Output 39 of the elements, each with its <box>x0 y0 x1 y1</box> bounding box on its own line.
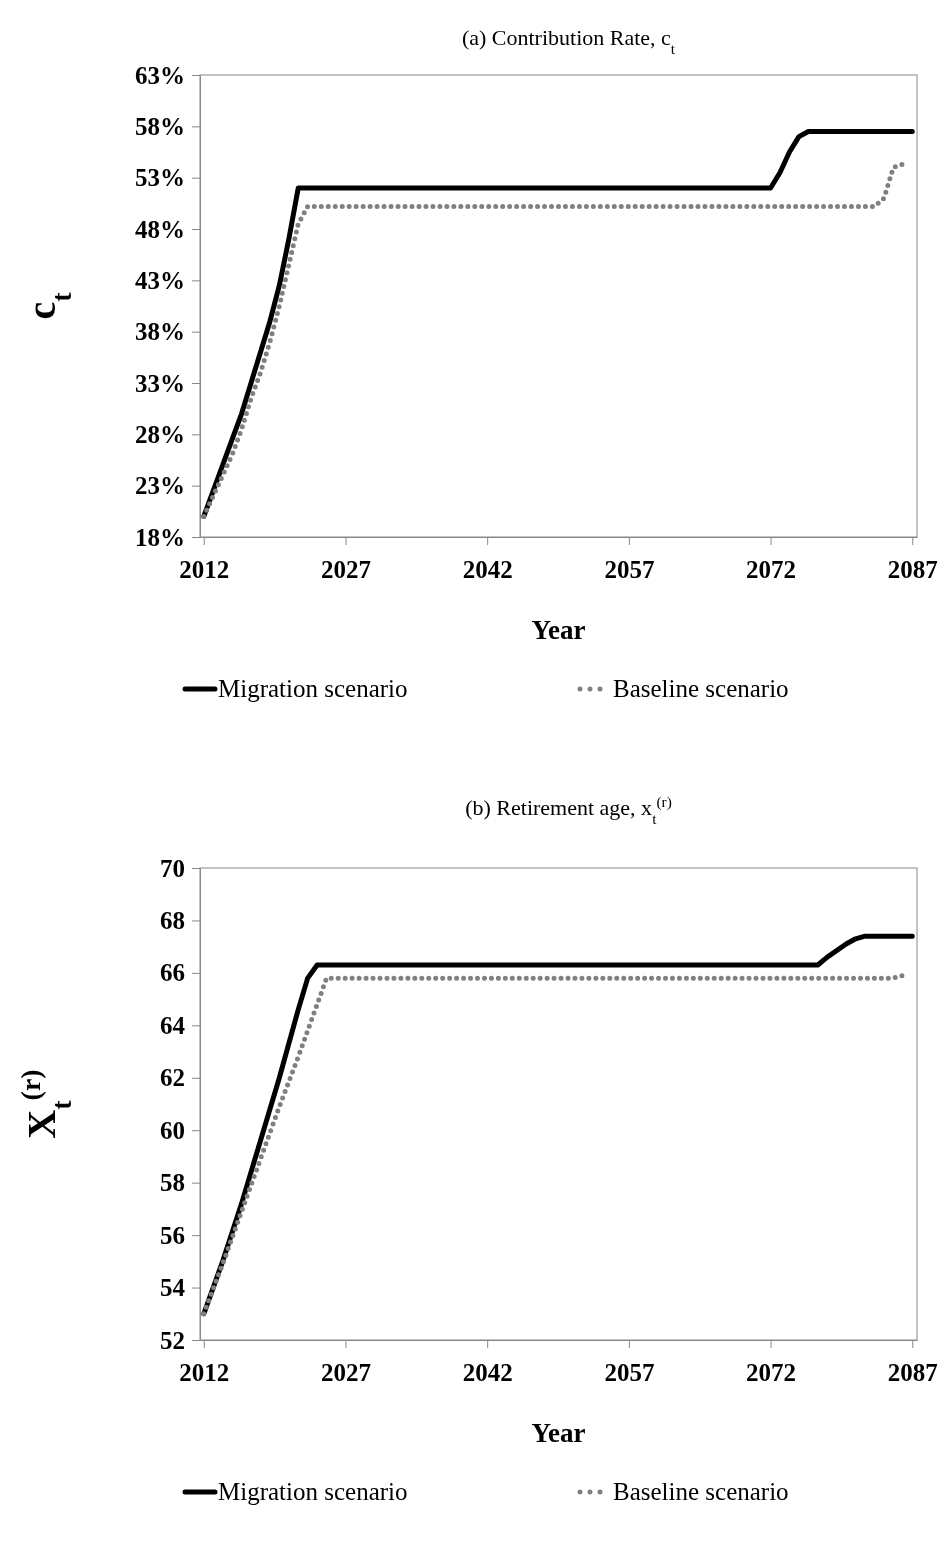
x-axis-title: Year <box>531 615 586 645</box>
y-tick-label: 56 <box>160 1221 185 1249</box>
y-tick-label: 68 <box>160 906 185 934</box>
x-axis-title: Year <box>531 1418 586 1448</box>
y-tick-label: 54 <box>160 1274 186 1302</box>
y-tick-label: 53% <box>135 164 185 192</box>
y-tick-label: 58 <box>160 1169 185 1197</box>
legend-label: Migration scenario <box>218 1478 408 1505</box>
y-tick-label: 52 <box>160 1326 185 1354</box>
x-tick-label: 2072 <box>746 1359 797 1386</box>
x-tick-label: 2057 <box>604 1359 655 1386</box>
x-tick-label: 2042 <box>462 1359 513 1386</box>
legend-label: Migration scenario <box>218 675 408 702</box>
chart-title: (a) Contribution Rate, c$_{t}$ <box>461 25 676 57</box>
y-tick-label: 70 <box>160 854 185 882</box>
y-tick-label: 60 <box>160 1116 185 1144</box>
x-tick-label: 2072 <box>746 556 797 583</box>
y-tick-label: 62 <box>160 1064 185 1092</box>
y-tick-label: 38% <box>135 318 185 346</box>
y-tick-label: 66 <box>160 959 185 987</box>
y-tick-label: 43% <box>135 266 185 294</box>
y-tick-label: 63% <box>135 61 185 89</box>
x-tick-label: 2042 <box>462 556 513 583</box>
y-tick-label: 58% <box>135 112 185 140</box>
x-tick-label: 2057 <box>604 556 655 583</box>
x-tick-label: 2012 <box>179 1359 230 1386</box>
x-tick-label: 2027 <box>320 556 371 583</box>
y-tick-label: 33% <box>135 369 185 397</box>
x-tick-label: 2012 <box>179 556 230 583</box>
y-tick-label: 48% <box>135 215 185 243</box>
legend-label: Baseline scenario <box>613 1478 789 1505</box>
x-tick-label: 2087 <box>887 1359 938 1386</box>
y-tick-label: 23% <box>135 472 185 500</box>
x-tick-label: 2027 <box>320 1359 371 1386</box>
y-tick-label: 28% <box>135 420 185 448</box>
y-tick-label: 18% <box>135 523 185 551</box>
y-tick-label: 64 <box>160 1011 186 1039</box>
x-tick-label: 2087 <box>887 556 938 583</box>
legend-label: Baseline scenario <box>613 675 789 702</box>
